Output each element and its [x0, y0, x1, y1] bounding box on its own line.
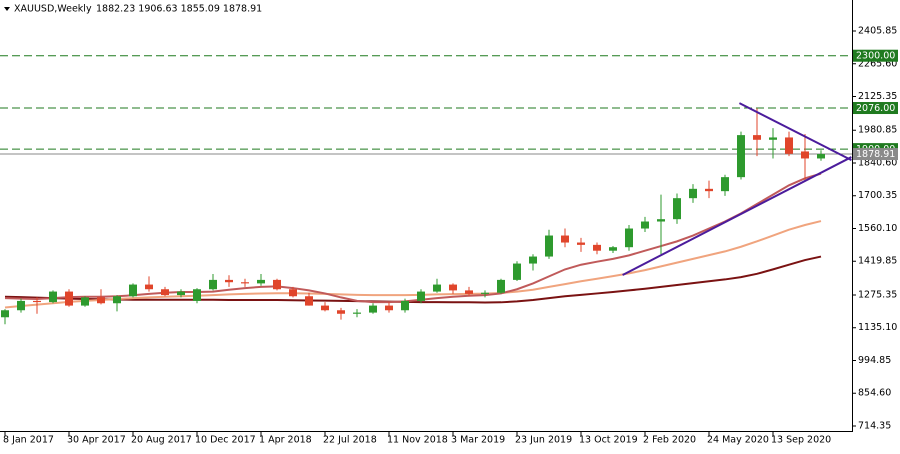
y-tick-label: 1560.10 [858, 223, 897, 234]
symbol-title: XAUUSD,Weekly [14, 4, 92, 15]
x-tick-label: 20 Aug 2017 [131, 435, 192, 446]
candle-body [657, 219, 665, 222]
x-tick-label: 22 Jul 2018 [323, 435, 377, 446]
moving-average [4, 172, 822, 304]
candle-body [465, 290, 473, 294]
x-tick-label: 11 Nov 2018 [387, 435, 448, 446]
current-price-box [853, 148, 898, 161]
x-tick-label: 30 Apr 2017 [67, 435, 126, 446]
y-tick-label: 1275.35 [858, 289, 897, 300]
candle-body [81, 297, 89, 306]
candle-body [161, 289, 169, 296]
candle-body [753, 135, 761, 140]
x-tick-label: 10 Dec 2017 [195, 435, 256, 446]
candle-body [673, 198, 681, 220]
candle-body [641, 221, 649, 229]
candle-body [545, 235, 553, 257]
candle-body [49, 291, 57, 303]
header-ohlc: 1882.23 1906.63 1855.09 1878.91 [96, 4, 262, 15]
candle-body [705, 188, 713, 192]
candle-body [689, 188, 697, 199]
x-tick-label: 23 Jun 2019 [515, 435, 572, 446]
trendline [738, 102, 852, 161]
candle-body [145, 284, 153, 290]
y-tick-label: 1700.35 [858, 190, 897, 201]
y-tick-label: 1419.85 [858, 256, 897, 267]
candle-body [769, 137, 777, 140]
candle-body [561, 235, 569, 243]
candle-body [401, 300, 409, 311]
y-tick-label: 2125.35 [858, 91, 897, 102]
y-tick-label: 994.85 [858, 355, 891, 366]
y-tick-label: 1135.10 [858, 322, 897, 333]
candle-body [193, 289, 201, 301]
y-tick-label: 2405.85 [858, 25, 897, 36]
x-tick-label: 1 Apr 2018 [259, 435, 312, 446]
candle-body [321, 305, 329, 311]
candle-body [241, 282, 249, 284]
candle-body [305, 296, 313, 306]
candle-body [737, 135, 745, 178]
candle-body [273, 279, 281, 290]
candle-body [65, 291, 73, 306]
candle-body [177, 291, 185, 296]
y-tick-label: 1980.85 [858, 125, 897, 136]
y-tick-label: 2265.60 [858, 58, 897, 69]
trendline [622, 156, 852, 276]
moving-average [4, 220, 822, 309]
level-label-box [853, 102, 898, 115]
plot-area [0, 55, 852, 325]
candle-body [513, 263, 521, 280]
candle-body [129, 284, 137, 297]
candle-body [449, 284, 457, 291]
current-price-label: 1878.91 [856, 149, 895, 160]
level-label-box [853, 49, 898, 62]
candle-body [785, 137, 793, 154]
moving-average [4, 255, 822, 304]
candle-body [257, 279, 265, 284]
candle-body [625, 228, 633, 248]
candle-body [417, 291, 425, 301]
candle-body [369, 305, 377, 313]
level-label: 2300.00 [856, 51, 895, 62]
candle-body [529, 256, 537, 264]
candle-body [577, 242, 585, 245]
candle-body [337, 310, 345, 314]
candle-body [721, 177, 729, 192]
candle-body [801, 151, 809, 159]
candle-body [33, 300, 41, 303]
candle-body [593, 244, 601, 251]
candle-body [97, 297, 105, 304]
candle-body [17, 300, 25, 311]
candle-body [817, 154, 825, 159]
y-tick-label: 1840.60 [858, 157, 897, 168]
x-tick-label: 13 Oct 2019 [579, 435, 638, 446]
y-tick-label: 854.60 [858, 388, 891, 399]
candle-body [1, 310, 9, 318]
x-tick-label: 8 Jan 2017 [3, 435, 54, 446]
candle-body [481, 292, 489, 294]
y-tick-label: 714.35 [858, 420, 891, 431]
candle-body [497, 279, 505, 293]
x-tick-label: 3 Mar 2019 [451, 435, 505, 446]
header-icon [4, 7, 10, 11]
x-tick-label: 2 Feb 2020 [643, 435, 696, 446]
candle-body [433, 284, 441, 292]
candle-body [113, 296, 121, 304]
candle-body [609, 247, 617, 251]
candle-body [353, 312, 361, 314]
candle-body [289, 289, 297, 297]
candle-body [209, 279, 217, 290]
candle-body [385, 305, 393, 311]
level-label: 2076.00 [856, 103, 895, 114]
x-tick-label: 13 Sep 2020 [771, 435, 831, 446]
x-tick-label: 24 May 2020 [707, 435, 769, 446]
candle-body [225, 279, 233, 283]
